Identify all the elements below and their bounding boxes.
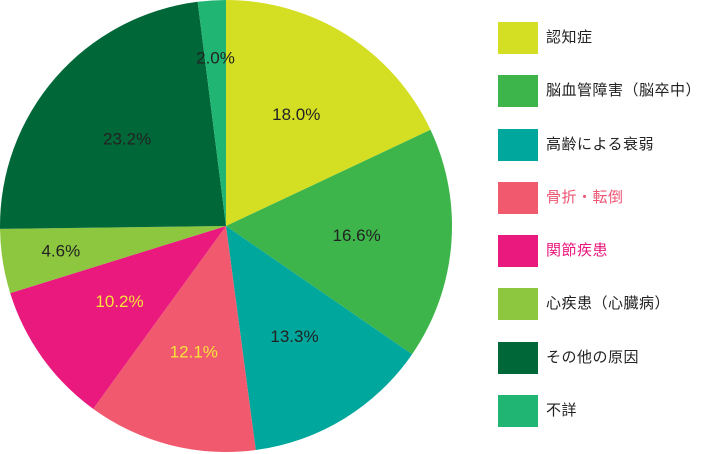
legend-swatch <box>498 181 538 214</box>
pie-slice <box>226 226 413 451</box>
slice-value-label: 13.3% <box>270 327 318 346</box>
legend-swatch <box>498 341 538 374</box>
slice-value-label: 10.2% <box>95 292 143 311</box>
pie-slice <box>226 0 431 226</box>
legend-label: その他の原因 <box>546 347 640 366</box>
legend-item: 高齢による衰弱 <box>498 128 713 182</box>
legend-item: その他の原因 <box>498 341 713 395</box>
pie-slices <box>0 0 452 452</box>
slice-value-label: 23.2% <box>103 129 151 148</box>
slice-value-label: 16.6% <box>333 226 381 245</box>
legend-label: 脳血管障害（脳卒中） <box>546 81 702 100</box>
pie-slice <box>0 1 227 229</box>
legend-swatch <box>498 75 538 108</box>
pie-value-labels: 18.0% 16.6% 13.3% 12.1% 10.2% 4.6% 23.2% 2.0% <box>41 49 380 362</box>
legend-label: 高齢による衰弱 <box>546 134 655 153</box>
slice-value-label: 12.1% <box>170 343 218 362</box>
legend: 認知症脳血管障害（脳卒中） 高齢による衰弱 骨折・転倒関節疾患心疾患（心臓病） その他… <box>498 22 713 448</box>
legend-swatch <box>498 128 538 161</box>
slice-value-label: 2.0% <box>196 49 235 68</box>
pie-slice <box>0 226 227 294</box>
legend-swatch <box>498 288 538 321</box>
legend-item: 骨折・転倒 <box>498 181 713 235</box>
legend-item: 関節疾患 <box>498 235 713 288</box>
legend-label: 不詳 <box>546 401 578 420</box>
pie-slice <box>10 226 227 409</box>
pie-chart: 18.0% 16.6% 13.3% 12.1% 10.2% 4.6% 23.2% 2.0% <box>0 0 452 452</box>
legend-item: 不詳 <box>498 395 713 448</box>
legend-swatch <box>498 395 538 428</box>
legend-label: 関節疾患 <box>546 241 609 260</box>
pie-slice <box>197 0 226 226</box>
legend-item: 脳血管障害（脳卒中） <box>498 75 713 128</box>
legend-label: 認知症 <box>546 28 593 46</box>
slice-value-label: 4.6% <box>41 242 80 261</box>
legend-swatch <box>498 235 538 268</box>
pie-slice <box>226 129 452 355</box>
legend-item: 心疾患（心臓病） <box>498 288 713 341</box>
legend-label: 心疾患（心臓病） <box>546 294 671 313</box>
pie-slice <box>93 226 256 452</box>
legend-item: 認知症 <box>498 22 713 75</box>
legend-swatch <box>498 22 538 54</box>
slice-value-label: 18.0% <box>272 105 320 124</box>
legend-label: 骨折・転倒 <box>546 187 624 206</box>
